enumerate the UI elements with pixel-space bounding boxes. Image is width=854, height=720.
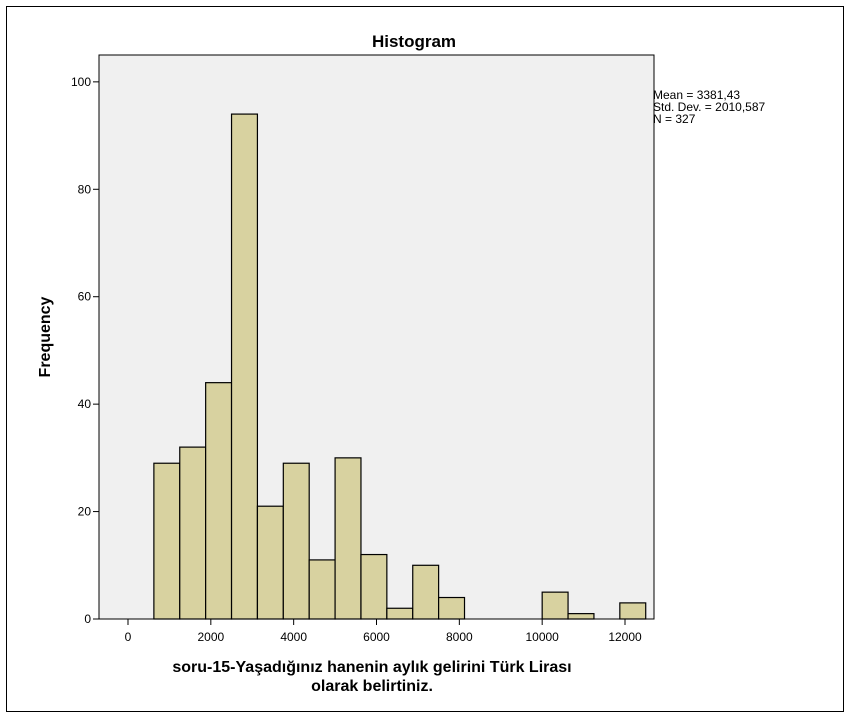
y-tick-label: 60 [78,290,92,304]
x-tick-label: 2000 [197,630,224,644]
x-tick-label: 8000 [446,630,473,644]
x-tick-label: 10000 [525,630,559,644]
histogram-bar-5 [282,462,310,620]
x-axis-title-line-2: olarak belirtiniz. [311,678,433,695]
stat-mean: Mean = 3381,43 [653,88,740,102]
histogram-bar-7 [334,457,362,620]
x-tick-label: 4000 [280,630,307,644]
histogram-bar-9 [386,607,414,620]
y-tick-label: 40 [78,397,92,411]
stat-std-dev: Std. Dev. = 2010,587 [653,100,766,114]
y-tick-label: 80 [78,182,92,196]
stat-n: N = 327 [653,112,696,126]
chart-title: Histogram [372,32,456,51]
histogram-bar-6 [308,559,336,620]
histogram-bar-12 [541,591,569,620]
histogram-bar-13 [567,613,595,620]
histogram-bar-3 [230,113,259,620]
y-tick-label: 0 [84,612,91,626]
x-axis-title-line-1: soru-15-Yaşadığınız hanenin aylık geliri… [172,659,571,676]
x-tick-label: 0 [125,630,132,644]
histogram-bar-2 [205,382,233,620]
histogram-bar-11 [438,596,466,620]
y-axis-title: Frequency [37,296,54,377]
x-tick-label: 6000 [363,630,390,644]
histogram-bar-0 [153,462,181,620]
histogram-bar-1 [179,446,207,620]
y-tick-label: 20 [78,505,92,519]
histogram-bar-4 [256,505,284,620]
x-tick-label: 12000 [608,630,642,644]
chart-frame: Histogram 0 20 40 60 80 100 0 2000 4000 6000 8000… [6,6,844,712]
histogram-bar-10 [412,564,440,620]
histogram-bar-14 [619,602,647,620]
histogram-bar-8 [360,553,388,620]
y-tick-label: 100 [71,75,91,89]
histogram-chart: Histogram 0 20 40 60 80 100 0 2000 4000 6000 8000… [37,32,766,695]
